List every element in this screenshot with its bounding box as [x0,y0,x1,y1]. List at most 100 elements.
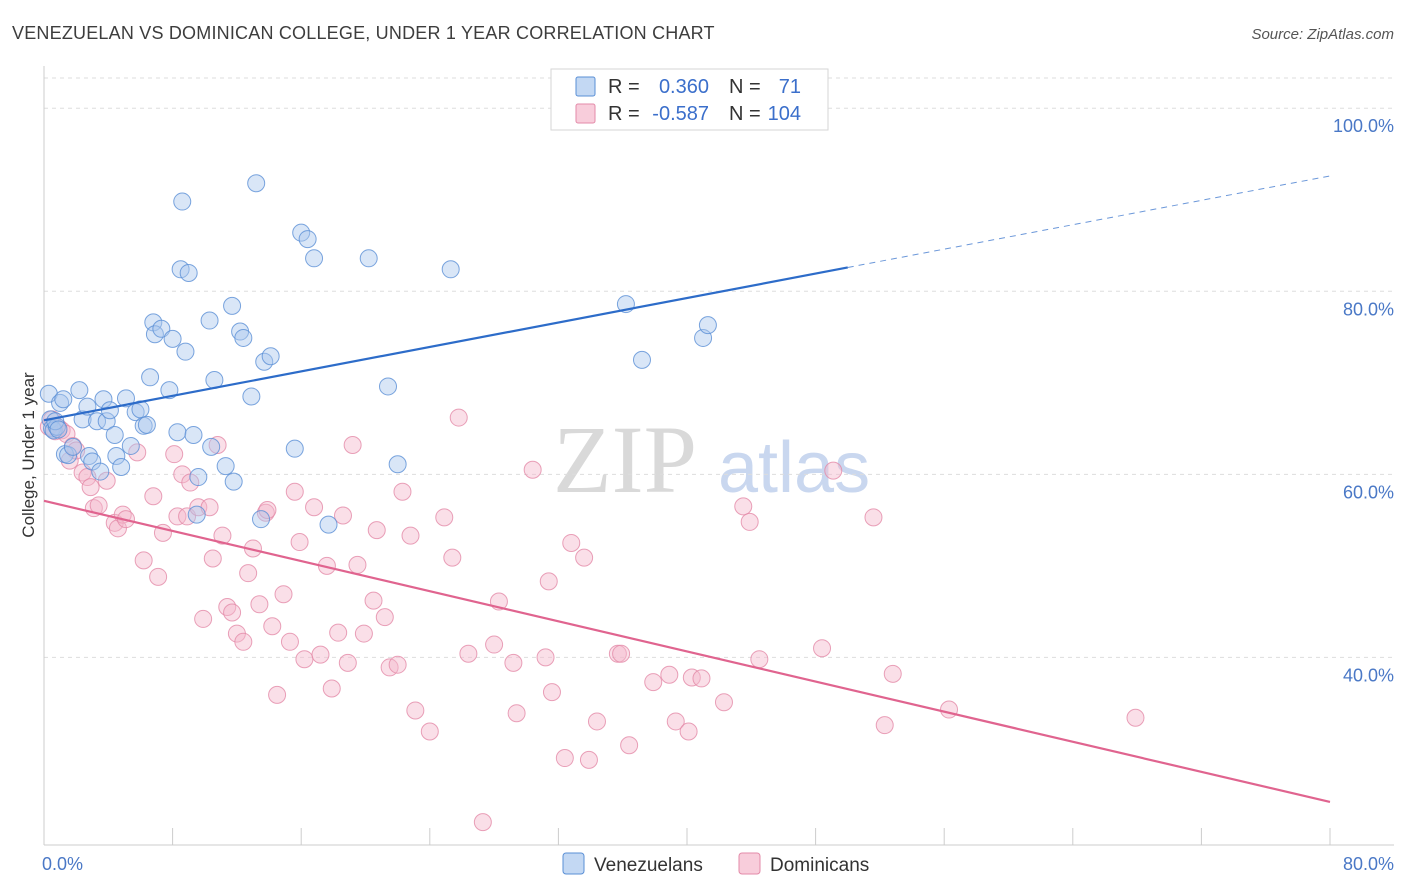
legend-r-label-dominicans: R = [608,103,640,125]
venezuelan-point [105,425,124,444]
series-legend: Venezuelans Dominicans [562,852,869,876]
axes [43,66,1394,846]
dominican-point [875,716,894,735]
dominican-point [194,609,213,628]
dominican-point [459,644,478,663]
dominican-point [364,591,383,610]
dominican-point [406,701,425,720]
dominican-point [579,750,598,769]
dominican-point [740,512,759,531]
venezuelan-point [189,468,208,487]
venezuelan-point [388,455,407,474]
dominican-point [575,548,594,567]
legend-r-value-dominicans: -0.587 [652,103,709,125]
venezuelan-point [80,447,99,466]
venezuelan-point [63,437,82,456]
dominican-point [813,639,832,658]
venezuelan-point [94,390,113,409]
venezuelan-point [441,260,460,279]
venezuelan-trend-extension [847,175,1331,268]
dominican-point [274,585,293,604]
venezuelan-point [100,401,119,420]
venezuelan-point [88,412,107,431]
dominican-point [263,617,282,636]
venezuelan-point [632,350,651,369]
y-tick-label: 40.0% [1343,665,1394,685]
dominican-point [218,598,237,617]
venezuelan-point [137,415,156,434]
dominican-point [280,632,299,651]
legend-n-value-venezuelans: 71 [779,76,801,98]
dominican-point [250,595,269,614]
dominican-point [268,685,287,704]
dominican-point [420,722,439,741]
venezuelan-point [179,263,198,282]
venezuelan-point [187,505,206,524]
x-tick-label: 0.0% [42,854,83,874]
series-legend-swatch-venezuelans [562,852,585,875]
dominican-point [644,673,663,692]
y-tick-labels: 40.0% 60.0% 80.0% 100.0% [1333,116,1394,685]
dominican-point [507,704,526,723]
dominican-point [285,482,304,501]
dominican-point [536,648,555,667]
dominican-point [449,408,468,427]
dominican-point [682,668,701,687]
x-tick-labels: 0.0% 80.0% [42,854,1394,874]
venezuelan-point [359,249,378,268]
dominican-point [824,461,843,480]
dominican-point [562,533,581,552]
venezuelan-point [107,447,126,466]
dominican-point [883,664,902,683]
dominican-point [473,813,492,832]
dominican-point [258,501,277,520]
legend-r-label-venezuelans: R = [608,76,640,98]
series-legend-swatch-dominicans [738,852,761,875]
legend-swatch-venezuelans [575,76,596,97]
legend-r-value-venezuelans: 0.360 [659,76,709,98]
dominican-point [165,445,184,464]
venezuelan-point [202,437,221,456]
venezuelan-point [298,230,317,249]
chart-title: VENEZUELAN VS DOMINICAN COLLEGE, UNDER 1… [12,23,715,43]
dominican-point [305,498,324,517]
dominican-point [539,572,558,591]
series-legend-label-dominicans: Dominicans [770,855,869,876]
dominican-point [322,679,341,698]
venezuelan-point [91,462,110,481]
venezuelan-point [97,412,116,431]
dominican-point [542,683,561,702]
venezuelan-point [176,342,195,361]
venezuelan-point [184,425,203,444]
legend-box [550,68,829,131]
dominican-point [660,665,679,684]
dominican-point [443,548,462,567]
dominican-point [367,521,386,540]
dominican-point [348,555,367,574]
venezuelan-point [698,316,717,335]
x-tick-label: 80.0% [1343,854,1394,874]
venezuelan-point [163,329,182,348]
dominican-point [338,653,357,672]
dominican-point [290,533,309,552]
venezuelan-point [112,457,131,476]
legend-swatch-dominicans [575,103,596,124]
venezuelan-point [59,446,78,465]
dominican-point [128,443,147,462]
trend-lines [43,175,1331,804]
legend-n-label-dominicans: N = [729,103,761,125]
venezuelan-point [51,393,70,412]
dominican-point [354,624,373,643]
dominican-point [234,632,253,651]
dominican-point [692,669,711,688]
dominican-point [587,712,606,731]
dominican-point [666,712,685,731]
dominican-point [97,471,116,490]
series-legend-label-venezuelans: Venezuelans [594,855,703,876]
dominican-point [940,700,959,719]
watermark-zip: ZIP [553,406,697,513]
venezuelan-point [247,174,266,193]
venezuelan-point [252,510,271,529]
venezuelan-point [160,381,179,400]
